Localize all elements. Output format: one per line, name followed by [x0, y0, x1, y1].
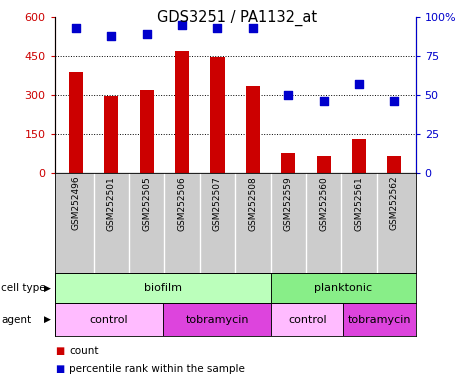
Text: ■: ■ [55, 346, 64, 356]
Text: GSM252508: GSM252508 [248, 176, 257, 230]
Point [355, 81, 363, 87]
Text: GSM252560: GSM252560 [319, 176, 328, 230]
Text: GSM252507: GSM252507 [213, 176, 222, 230]
Bar [352, 139, 366, 173]
Bar [271, 273, 416, 303]
Text: ▶: ▶ [44, 283, 51, 293]
Text: GSM252506: GSM252506 [178, 176, 187, 230]
Bar [387, 156, 401, 173]
Text: GSM252561: GSM252561 [354, 176, 363, 230]
Bar [281, 153, 295, 173]
Text: count: count [69, 346, 98, 356]
Bar [140, 90, 154, 173]
Text: agent: agent [1, 314, 31, 325]
Bar [104, 96, 118, 173]
Bar [175, 51, 189, 173]
Text: GDS3251 / PA1132_at: GDS3251 / PA1132_at [157, 10, 318, 26]
Point [143, 31, 151, 38]
Text: control: control [288, 314, 327, 325]
Bar [163, 303, 271, 336]
Point [178, 22, 186, 28]
Text: tobramycin: tobramycin [185, 314, 249, 325]
Point [72, 25, 80, 31]
Text: ▶: ▶ [44, 315, 51, 324]
Text: GSM252562: GSM252562 [390, 176, 399, 230]
Point [285, 92, 292, 98]
Text: control: control [89, 314, 128, 325]
Bar [55, 273, 271, 303]
Text: GSM252559: GSM252559 [284, 176, 293, 230]
Bar [69, 72, 83, 173]
Point [249, 25, 256, 31]
Text: percentile rank within the sample: percentile rank within the sample [69, 364, 245, 374]
Bar [271, 303, 343, 336]
Bar [210, 58, 225, 173]
Text: cell type: cell type [1, 283, 46, 293]
Text: GSM252501: GSM252501 [107, 176, 116, 230]
Text: planktonic: planktonic [314, 283, 372, 293]
Text: biofilm: biofilm [144, 283, 182, 293]
Text: GSM252496: GSM252496 [71, 176, 80, 230]
Bar [343, 303, 416, 336]
Bar [316, 156, 331, 173]
Text: ■: ■ [55, 364, 64, 374]
Text: GSM252505: GSM252505 [142, 176, 151, 230]
Point [320, 98, 327, 104]
Point [107, 33, 115, 39]
Point [214, 25, 221, 31]
Bar [55, 303, 163, 336]
Bar [246, 86, 260, 173]
Point [390, 98, 398, 104]
Text: tobramycin: tobramycin [348, 314, 411, 325]
